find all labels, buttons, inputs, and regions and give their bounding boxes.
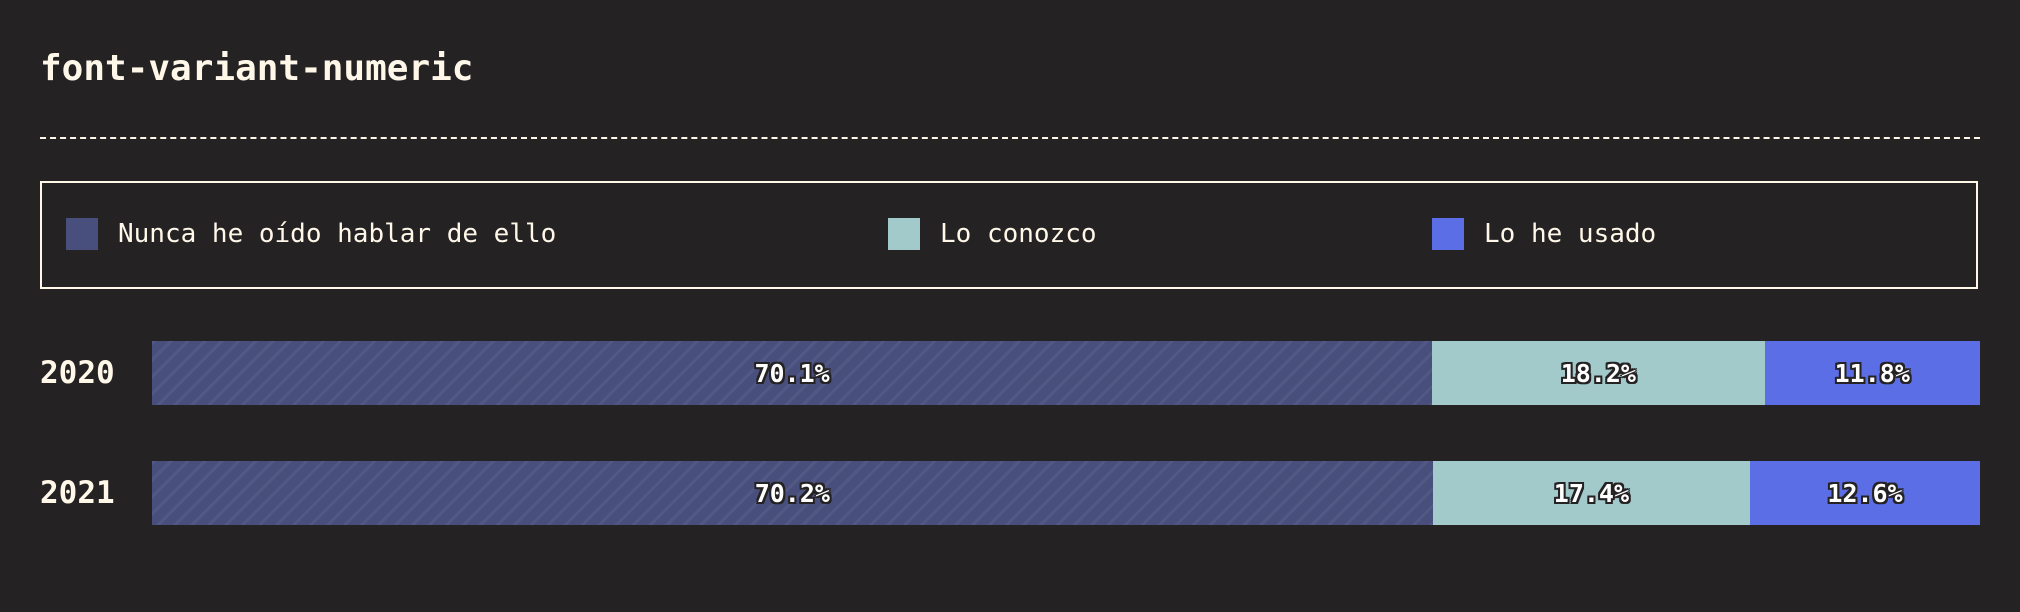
bar-segment-nunca-2021[interactable]: 70.2% bbox=[152, 461, 1433, 525]
legend-label-usado: Lo he usado bbox=[1484, 219, 1657, 249]
data-label-usado-2020: 11.8% bbox=[1834, 358, 1910, 388]
legend-item-usado[interactable]: Lo he usado bbox=[1432, 218, 1656, 250]
data-label-conozco-2020: 18.2% bbox=[1560, 358, 1636, 388]
legend-label-conozco: Lo conozco bbox=[940, 219, 1097, 249]
legend-swatch-usado bbox=[1432, 218, 1464, 250]
legend-label-nunca: Nunca he oído hablar de ello bbox=[118, 219, 557, 249]
row-label-2021: 2021 bbox=[40, 475, 115, 511]
data-label-nunca-2020: 70.1% bbox=[754, 358, 830, 388]
legend-swatch-nunca bbox=[66, 218, 98, 250]
row-label-2020: 2020 bbox=[40, 355, 115, 391]
bar-segment-usado-2020[interactable]: 11.8% bbox=[1764, 341, 1980, 405]
title-divider bbox=[40, 137, 1980, 139]
bar-segment-nunca-2020[interactable]: 70.1% bbox=[152, 341, 1433, 405]
bar-row-2021: 70.2% 17.4% 12.6% bbox=[152, 461, 1980, 525]
data-label-conozco-2021: 17.4% bbox=[1553, 478, 1630, 508]
legend: Nunca he oído hablar de ello Lo conozco … bbox=[40, 181, 1978, 289]
bar-row-2020: 70.1% 18.2% 11.8% bbox=[152, 341, 1980, 405]
legend-swatch-conozco bbox=[888, 218, 920, 250]
data-label-nunca-2021: 70.2% bbox=[754, 478, 830, 508]
legend-item-conozco[interactable]: Lo conozco bbox=[888, 218, 1097, 250]
legend-item-nunca[interactable]: Nunca he oído hablar de ello bbox=[66, 218, 556, 250]
data-label-usado-2021: 12.6% bbox=[1827, 478, 1903, 508]
bar-segment-conozco-2020[interactable]: 18.2% bbox=[1432, 341, 1765, 405]
chart-title: font-variant-numeric bbox=[40, 48, 474, 89]
bar-segment-conozco-2021[interactable]: 17.4% bbox=[1432, 461, 1751, 525]
bar-segment-usado-2021[interactable]: 12.6% bbox=[1750, 461, 1980, 525]
